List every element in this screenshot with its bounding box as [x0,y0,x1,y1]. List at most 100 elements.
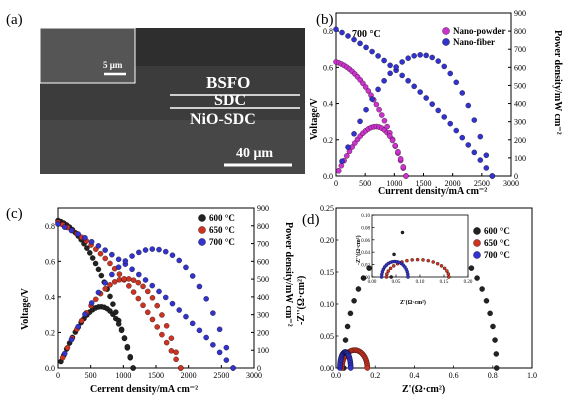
y-tick-label-right: 500 [257,275,269,284]
y-tick-label-right: 100 [257,346,269,355]
y-tick-label: 0.00 [320,364,334,373]
voltage-point [163,339,170,346]
power-point [88,300,95,306]
panel-a: (a) BSFO SDC NiO-SDC 5 μm 40 μm [6,12,305,174]
x-tick-label: 1000 [115,371,131,380]
power-point [130,365,136,371]
inset-plot: 0.00 0.05 0.10 0.15 0.20 0.00 0.02 0.04 0.06 0.08… [355,214,473,306]
voltage-point [399,72,405,79]
impedance-point [360,275,367,281]
power-point [210,310,216,316]
power-point [111,279,118,285]
power-point [465,102,472,109]
x-tick-label: 3000 [503,179,519,188]
y-tick-label-left: 0.8 [45,222,55,231]
voltage-point [129,266,135,273]
power-point [154,302,160,309]
voltage-point [116,271,123,277]
y-axis-label: -Z''(Ω·cm²) [296,276,307,325]
panel-b-label: (b) [316,12,334,28]
y-tick-label-right: 400 [514,100,526,109]
y-tick-label: 0.06 [361,239,370,244]
x-tick-label: 2500 [474,179,490,188]
power-point [121,276,127,282]
power-point [459,90,466,96]
power-point [124,343,131,350]
power-point [118,327,125,334]
voltage-point [88,238,95,245]
voltage-point [360,80,366,87]
power-point [477,133,484,140]
voltage-point [113,309,119,315]
power-point [121,335,128,341]
impedance-point [410,258,414,262]
power-point [375,86,381,93]
power-point [130,277,137,283]
power-point [78,317,85,324]
y-tick-label: 0.10 [361,214,370,219]
inset-x-axis-label: Z'(Ω·cm²) [400,299,426,306]
x-tick-label: 0.20 [464,280,473,285]
impedance-point [445,269,449,273]
voltage-point [154,324,160,330]
x-tick-label: 0.8 [488,371,498,380]
x-tick-label: 500 [359,179,371,188]
voltage-point [156,288,162,295]
voltage-point [216,349,223,356]
voltage-point [447,120,453,127]
legend-marker [473,239,481,247]
voltage-point [471,149,478,156]
y-tick-label-left: 0.2 [45,328,55,337]
voltage-point [365,88,372,94]
voltage-point [61,224,68,230]
legend-label: 600 °C [484,226,510,236]
power-point [149,246,156,252]
y-tick-label-left: 0.6 [323,63,333,72]
x-tick-label: 1500 [416,179,432,188]
voltage-point [92,260,99,267]
power-point [339,158,345,164]
power-point [107,282,113,288]
x-tick-label: 3000 [246,371,262,380]
impedance-point [384,275,389,279]
power-point [129,253,135,259]
power-point [145,288,151,295]
x-tick-label: 0.15 [440,280,449,285]
voltage-point [459,134,466,141]
y-tick-label-left: 0.2 [323,136,333,145]
x-axis-label: Z'(Ω·cm²) [402,384,445,395]
power-point [387,70,393,77]
power-point [173,349,179,356]
voltage-point [110,301,116,307]
power-point [203,296,209,302]
voltage-point [68,227,75,234]
impedance-point [385,272,389,276]
voltage-point [115,256,122,263]
impedance-point [391,264,396,268]
x-tick-label: 0 [56,371,60,380]
y-axis-label-right: Power density/mW cm⁻² [552,30,563,135]
axis-ticks: 0 500 1000 1500 2000 2500 3000 0.0 0.2 0.4 0.6 0.8 0… [45,204,269,380]
voltage-point [376,106,382,113]
axis-ticks: 0.0 0.2 0.4 0.6 0.8 1.00.000.050.100.150.200.… [320,204,537,380]
y-tick-label-right: 300 [257,311,269,320]
power-point [162,248,169,255]
voltage-point [477,157,484,163]
y-tick-label-right: 200 [257,328,269,337]
power-point [230,365,236,371]
power-point [149,295,156,301]
legend-label: Nano-fiber [453,37,495,47]
power-point [441,63,447,70]
voltage-point [429,101,435,107]
legend-marker [442,27,450,35]
impedance-point [342,337,349,343]
x-tick-label: 0.10 [416,280,425,285]
y-axis-label-right: Power density/mW cm⁻² [283,222,294,327]
impedance-point [439,264,444,268]
x-tick-label: 1000 [386,179,402,188]
y-axis-label-left: Voltage/V [309,97,320,140]
power-point [169,252,176,258]
power-point [68,336,75,343]
voltage-point [453,127,460,134]
power-point [82,311,88,318]
